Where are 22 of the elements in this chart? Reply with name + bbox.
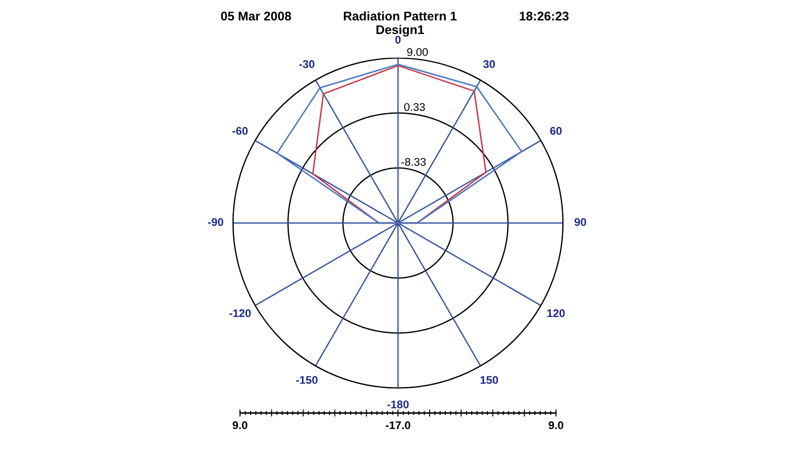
spoke-label: -60 bbox=[232, 126, 248, 135]
y-tick-label: 9.00 bbox=[407, 48, 428, 56]
spoke-label: 0 bbox=[395, 36, 401, 44]
y-tick-label: 0.33 bbox=[404, 103, 425, 111]
text: 9.0 bbox=[232, 421, 248, 430]
text: -17.0 bbox=[386, 421, 410, 430]
spoke-label: 150 bbox=[480, 376, 498, 384]
spoke-label: -90 bbox=[208, 218, 224, 226]
spoke-label: -150 bbox=[296, 376, 318, 384]
text: 18:26:23 bbox=[520, 12, 569, 21]
spoke-label: -120 bbox=[229, 309, 251, 318]
y-tick-label: -8.33 bbox=[401, 158, 426, 166]
spoke-label: 120 bbox=[547, 309, 565, 318]
spoke-label: 60 bbox=[550, 126, 562, 135]
chart-title: Radiation Pattern 1 bbox=[344, 11, 457, 21]
spoke-label: -180 bbox=[387, 400, 409, 408]
chart-subtitle: Design1 bbox=[376, 24, 424, 37]
text: 9.0 bbox=[548, 421, 564, 430]
text: 05 Mar 2008 bbox=[221, 12, 292, 21]
spoke-label: -30 bbox=[299, 60, 314, 68]
spoke-label: 90 bbox=[574, 218, 586, 226]
spoke-label: 30 bbox=[483, 60, 495, 68]
